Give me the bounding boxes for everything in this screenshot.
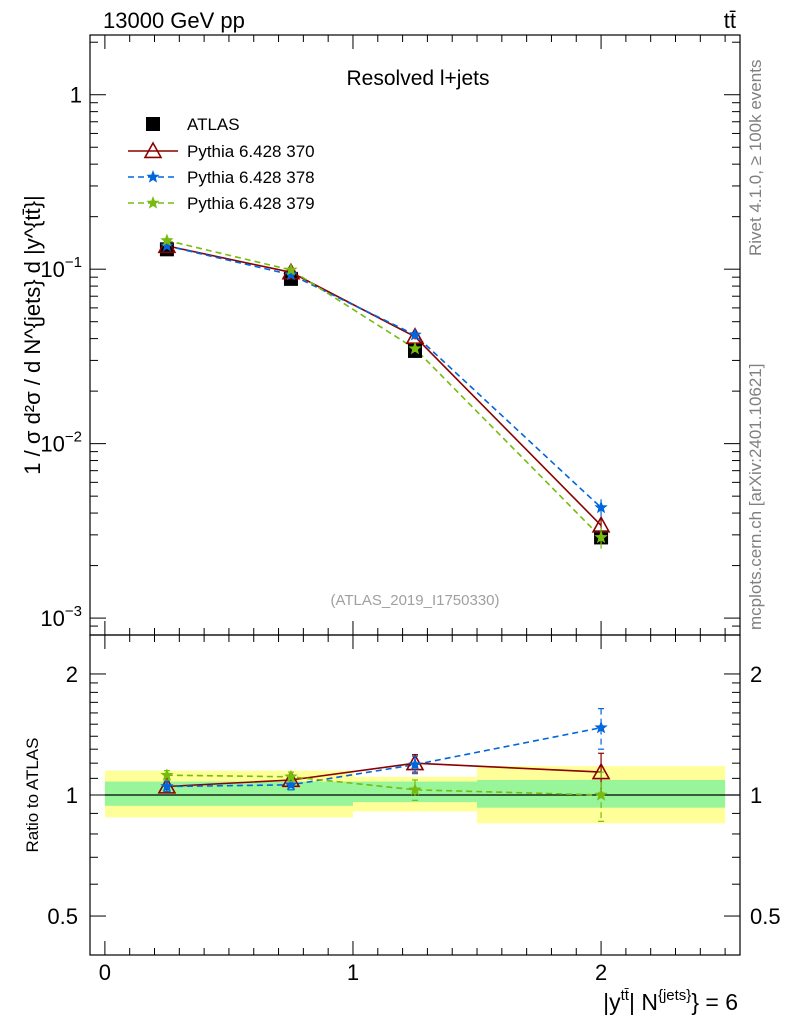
main-data-point [594,530,608,544]
ratio-x-tick-label: 0 [99,960,111,985]
main-data-point [408,341,422,355]
ratio-ticks: 0 1 2 0.5 0.5 1 1 2 2 [47,635,781,985]
tick-exponent: −1 [65,254,82,271]
main-data-point [284,262,298,276]
tick-base: 1 [70,83,82,108]
ratio-y-tick-label-right: 2 [750,662,762,687]
main-y-axis-label: 1 / σ d²σ / d N^{jets} d |y^{tt̄}| [20,195,45,474]
legend-label: Pythia 6.428 378 [187,168,315,187]
ratio-data-point [591,762,611,780]
tick-base: 10 [40,257,64,282]
tick-base: 10 [40,606,64,631]
main-y-tick-label: 10−1 [40,254,82,282]
ratio-y-tick-label: 2 [66,662,78,687]
ratio-x-tick-label: 2 [595,960,607,985]
main-data-point [284,267,298,281]
main-series-line [166,245,602,526]
ratio-y-label-text: Ratio to ATLAS [23,738,42,853]
ratio-y-tick-label-right: 1 [750,783,762,808]
main-data-point [160,233,174,247]
legend-label: Pythia 6.428 379 [187,194,315,213]
main-series-line [166,239,602,538]
ratio-y-tick-label: 1 [66,783,78,808]
x-label-end: } = 6 [691,989,738,1015]
legend-label: Pythia 6.428 370 [187,142,315,161]
process-label: tt̄ [724,8,736,33]
x-label-sup: tt̄ [621,987,630,1004]
main-ticks: 10−310−210−11 [40,35,740,636]
main-y-label-text: 1 / σ d²σ / d N^{jets} d |y^{tt̄}| [20,195,45,474]
ratio-y-tick-label: 0.5 [47,904,78,929]
ratio-series-line [166,762,602,788]
ratio-bands [104,766,740,824]
ratio-x-tick-label: 1 [347,960,359,985]
mcplots-note: mcplots.cern.ch [arXiv:2401.10621] [746,364,765,630]
x-label-main: |y [603,989,621,1015]
x-label-sup2: {jets} [658,987,691,1004]
ratio-data-point [284,777,298,791]
ratio-data-point [408,782,422,796]
main-series-line [166,245,602,509]
main-data-point [408,327,422,341]
ratio-data-point [408,757,422,771]
main-data-point [594,500,608,514]
main-y-tick-label: 1 [70,83,82,108]
legend-label: ATLAS [187,115,240,134]
legend-marker [146,117,160,131]
collision-label: 13000 GeV pp [103,8,245,33]
legend-marker [146,170,160,183]
main-panel: 10−310−210−11 Resolved l+jets (ATLAS_201… [20,34,741,636]
ratio-series-line [166,774,602,796]
main-data-point [160,238,174,252]
ratio-data-point [160,779,174,793]
tick-exponent: −2 [65,429,82,446]
main-y-tick-label: 10−2 [40,429,82,457]
main-series [157,233,611,549]
main-title: Resolved l+jets [347,67,490,90]
x-label-rest: | N [629,989,658,1015]
main-data-point [281,262,301,280]
ratio-data-point [160,768,174,781]
legend-marker [143,141,163,159]
legend: ATLAS Pythia 6.428 370 Pythia 6.428 378 Pyt… [128,115,315,213]
rivet-note: Rivet 4.1.0, ≥ 100k events [746,60,765,256]
ratio-frame [89,634,741,956]
ratio-data-point [284,769,298,783]
ratio-y-axis-label: Ratio to ATLAS [23,738,42,853]
x-axis-label: |ytt̄| N{jets}} = 6 [603,987,738,1015]
ratio-series [157,708,611,822]
ratio-series-line [166,726,602,788]
watermark: (ATLAS_2019_I1750330) [330,592,499,609]
ratio-data-point [594,720,608,734]
main-y-tick-label: 10−3 [40,603,82,631]
ratio-y-tick-label-right: 0.5 [750,904,781,929]
tick-exponent: −3 [65,603,82,620]
tick-base: 10 [40,432,64,457]
legend-marker [146,196,160,209]
ratio-panel: 0 1 2 0.5 0.5 1 1 2 2 Ratio to ATLAS |ytt̄| N{je… [23,634,781,1015]
ratio-data-point [594,788,608,801]
